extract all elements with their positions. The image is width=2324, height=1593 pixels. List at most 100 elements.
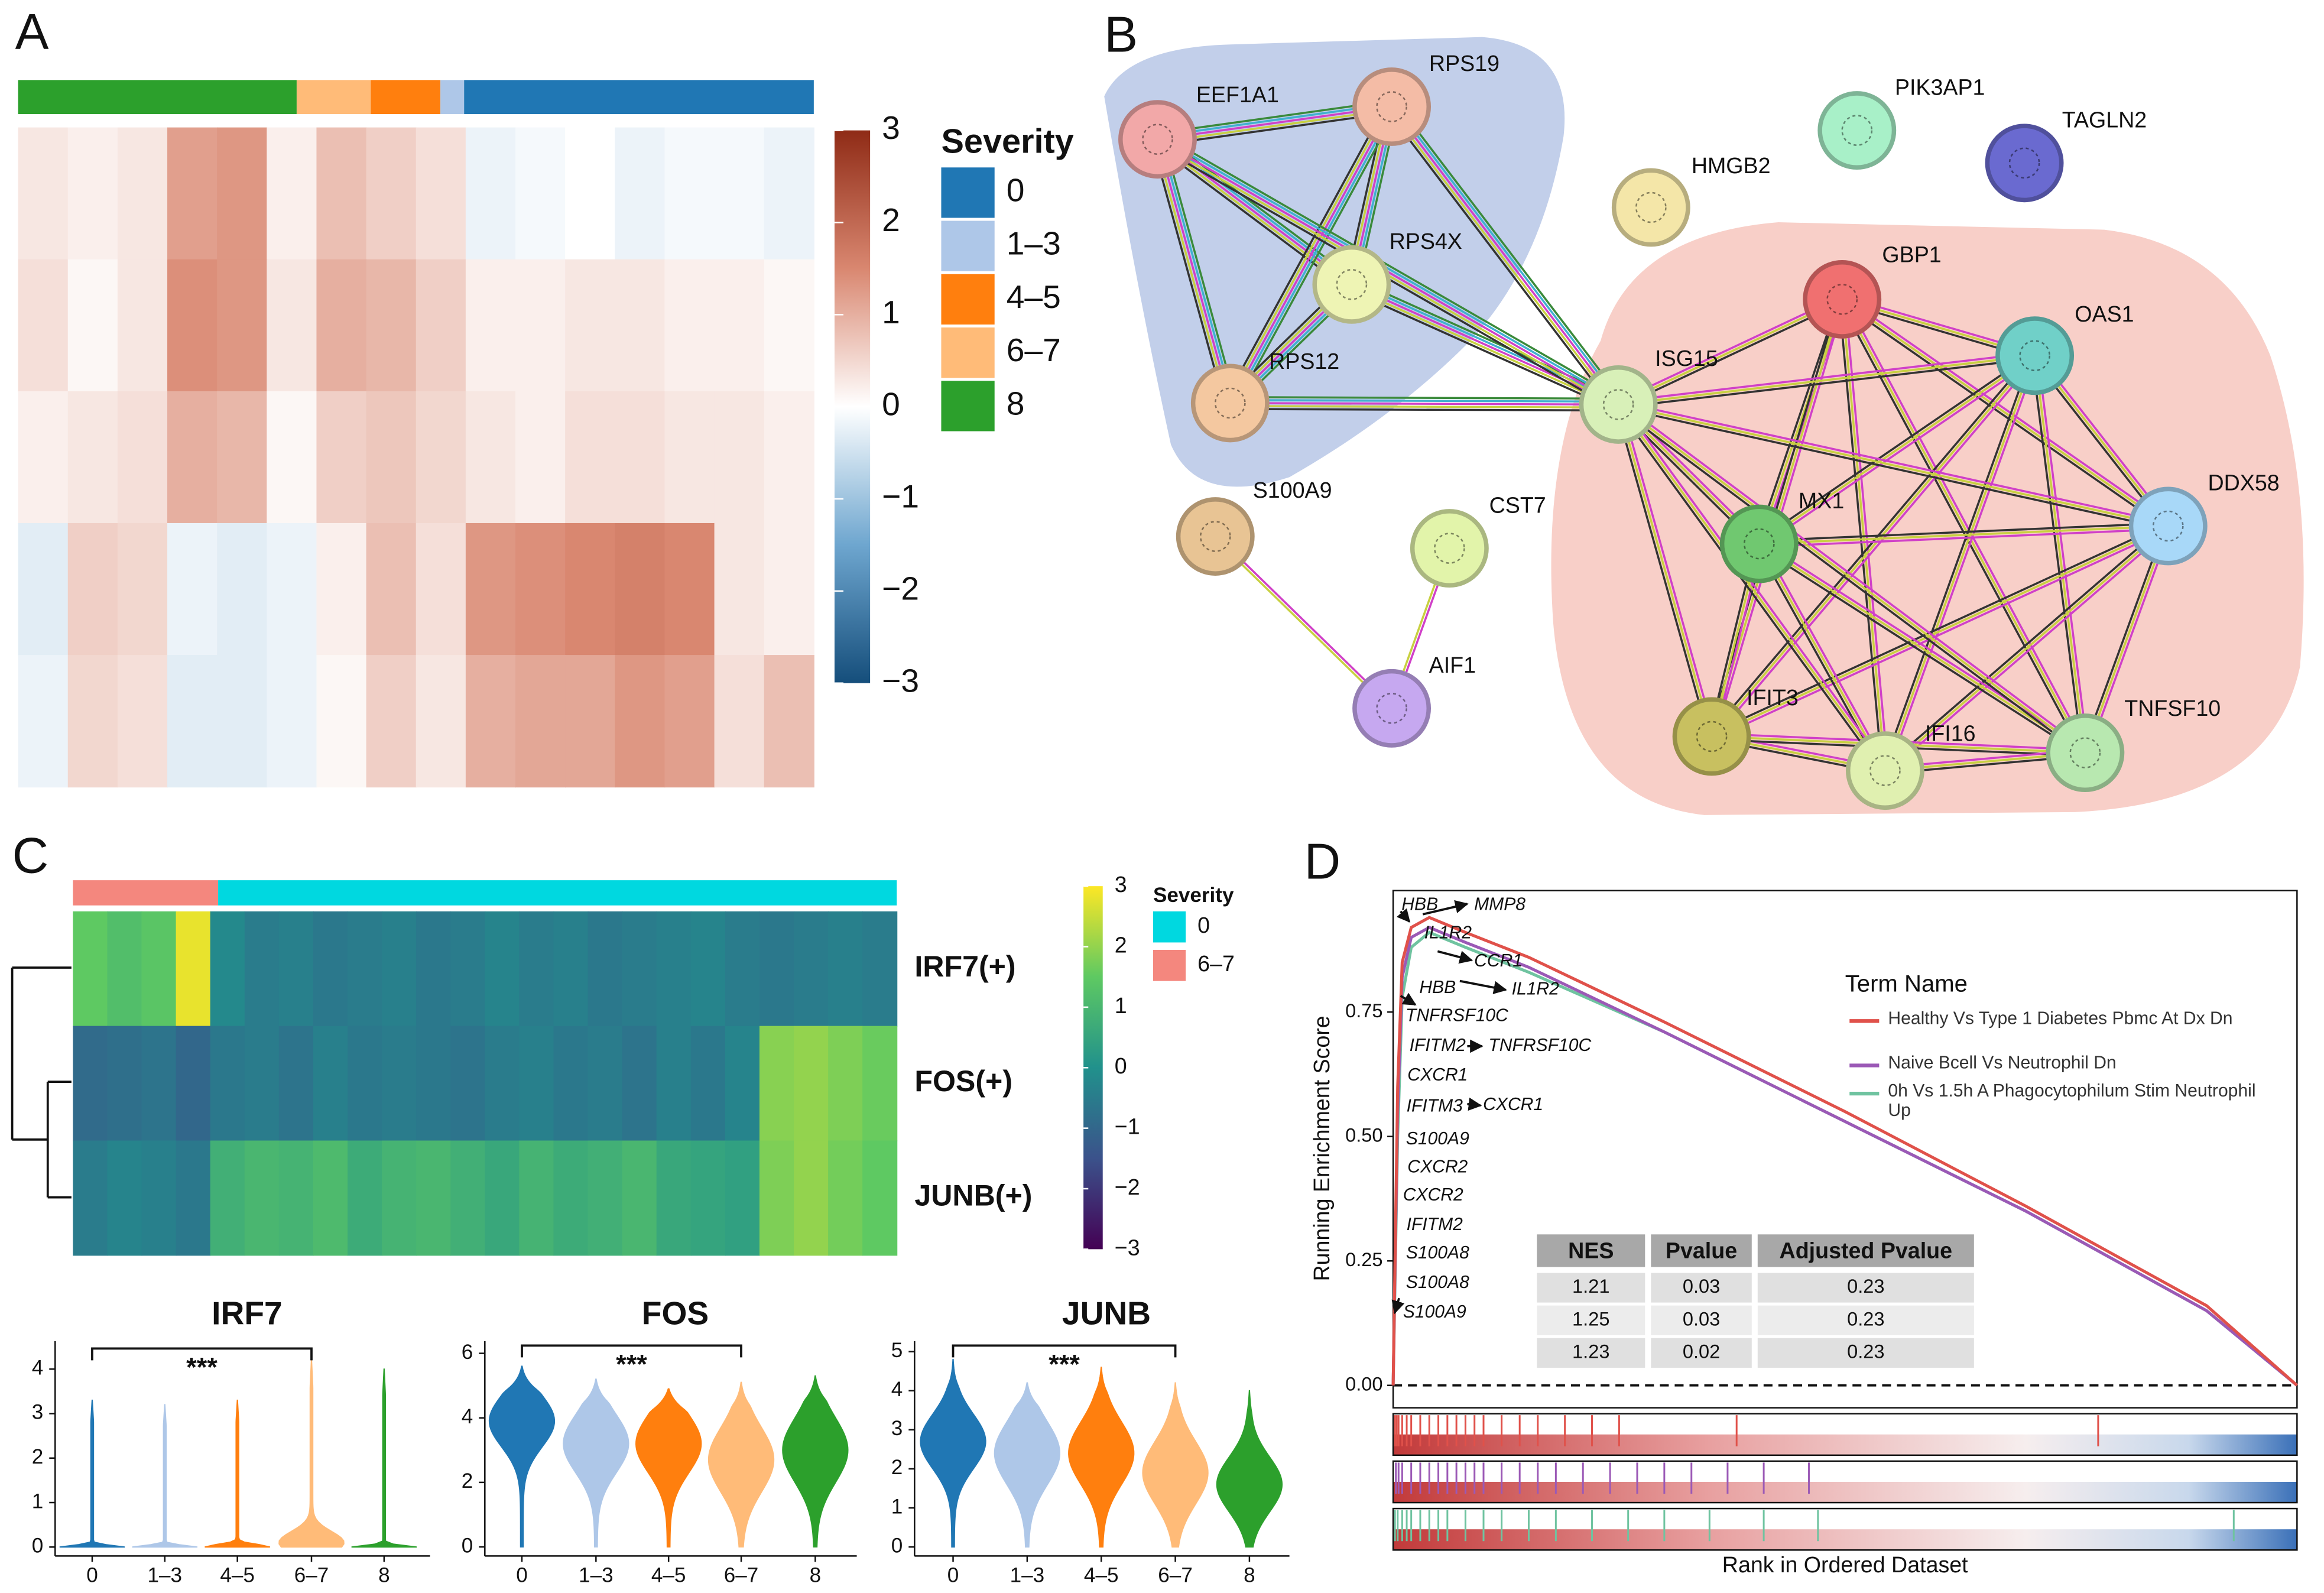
violin — [994, 1382, 1061, 1548]
row-label: IRF7(+) — [914, 950, 1015, 983]
table-cell — [1651, 1273, 1752, 1303]
panel-label: C — [12, 828, 49, 884]
heatmap-cell — [553, 911, 589, 1027]
x-tick-label: 1–3 — [579, 1564, 614, 1587]
network-edge — [1759, 522, 2169, 542]
y-tick-label: 2 — [32, 1445, 44, 1468]
heatmap-cell — [416, 523, 466, 656]
heatmap-cell — [217, 391, 268, 524]
gene-label: TNFRSF10C — [1488, 1036, 1591, 1055]
network-edge — [1617, 404, 1886, 771]
violin — [707, 1381, 775, 1548]
heatmap-cell — [450, 911, 486, 1027]
network-edge — [1153, 139, 1229, 404]
network-edge — [1391, 106, 1619, 405]
heatmap-cell — [217, 127, 268, 260]
heatmap-cell — [316, 523, 367, 656]
heatmap-cell — [366, 391, 417, 524]
heatmap-cell — [465, 655, 517, 788]
x-tick-label: 6–7 — [294, 1564, 329, 1587]
heatmap-cell — [176, 1140, 211, 1256]
rug-gradient — [1393, 1434, 2297, 1455]
heatmap-cell — [764, 127, 814, 260]
network-node — [1579, 365, 1658, 444]
heatmap-cell — [725, 1140, 760, 1256]
heatmap-cell — [622, 1026, 657, 1141]
violin — [351, 1368, 417, 1548]
heatmap-cell — [347, 1026, 383, 1141]
heatmap-cell — [465, 391, 517, 524]
network-edge — [1232, 108, 1395, 405]
table-cell — [1651, 1305, 1752, 1335]
network-edge — [1393, 104, 1622, 404]
heatmap-cell — [615, 655, 666, 788]
legend-label: 0 — [1197, 913, 1210, 937]
heatmap-cell — [313, 1140, 349, 1256]
y-tick-label: 4 — [32, 1356, 44, 1379]
network-node — [1719, 504, 1799, 583]
network-edge — [1617, 404, 1713, 737]
network-edge — [2036, 355, 2089, 753]
heatmap-cell — [18, 127, 69, 260]
colorbar-tick-label: −2 — [882, 570, 919, 606]
gene-arrow — [1396, 908, 1411, 923]
heatmap-cell — [656, 1026, 692, 1141]
y-tick-label: 0 — [891, 1534, 903, 1557]
network-edge — [1162, 137, 1237, 402]
network-edge — [2081, 524, 2167, 752]
heatmap-cell — [167, 655, 218, 788]
network-edge — [2033, 355, 2086, 753]
heatmap-cell — [714, 259, 765, 392]
heatmap-cell — [141, 911, 177, 1027]
legend-swatch — [941, 327, 995, 378]
legend-swatch — [941, 220, 995, 271]
legend-swatch — [941, 274, 995, 325]
network-edge — [1760, 357, 2037, 547]
colorbar-tick-label: −3 — [1115, 1235, 1140, 1260]
legend-label: 4–5 — [1007, 278, 1061, 315]
significance-label: *** — [616, 1349, 647, 1379]
heatmap-cell — [217, 523, 268, 656]
node-structure — [1199, 521, 1231, 552]
network-edge — [1761, 541, 1889, 770]
annotation-bar — [73, 880, 219, 906]
heatmap-cell — [714, 523, 765, 656]
network-edge — [1618, 354, 2035, 406]
gene-label: MMP8 — [1474, 895, 1525, 914]
annotation-bar — [464, 80, 814, 115]
gene-label: S100A9 — [1403, 1302, 1466, 1322]
network-edge — [1886, 527, 2171, 774]
network-edge — [1758, 543, 1886, 771]
legend-label-box: 0h Vs 1.5h A Phagocytophilum Stim Neutro… — [1888, 1082, 2255, 1120]
plot-frame — [1392, 890, 2298, 1409]
node-label: TAGLN2 — [2062, 108, 2147, 132]
network-edge — [1230, 399, 1619, 403]
heatmap-cell — [664, 259, 715, 392]
heatmap-cell — [313, 1026, 349, 1141]
node-label: ISG15 — [1655, 346, 1718, 371]
gene-label: IFITM3 — [1407, 1096, 1463, 1116]
rug-gradient — [1393, 1529, 2297, 1550]
x-tick-label: 8 — [1244, 1564, 1255, 1587]
network-edge — [1618, 403, 2169, 527]
enrichment-line — [1391, 916, 2299, 1387]
node-label: IFI16 — [1925, 721, 1976, 745]
violin-title: FOS — [642, 1295, 709, 1332]
rug-frame — [1392, 1413, 2298, 1456]
panel-label: D — [1304, 834, 1341, 890]
colorbar-tick-label: 0 — [1115, 1053, 1127, 1078]
node-label: HMGB2 — [1692, 153, 1771, 178]
colorbar-tick-label: 3 — [1115, 872, 1127, 897]
legend-label: 0 — [1007, 171, 1025, 208]
heatmap-cell — [714, 127, 765, 260]
heatmap-cell — [450, 1026, 486, 1141]
heatmap-cell — [347, 911, 383, 1027]
gene-label: CXCR1 — [1483, 1095, 1543, 1114]
network-edge — [1619, 401, 2088, 751]
x-tick-label: 6–7 — [724, 1564, 759, 1587]
network-edge — [1213, 537, 1392, 710]
y-tick-label: 6 — [462, 1341, 473, 1364]
network-edge — [1230, 396, 1619, 400]
table-header-cell — [1651, 1234, 1752, 1267]
network-edge — [1160, 133, 1622, 401]
